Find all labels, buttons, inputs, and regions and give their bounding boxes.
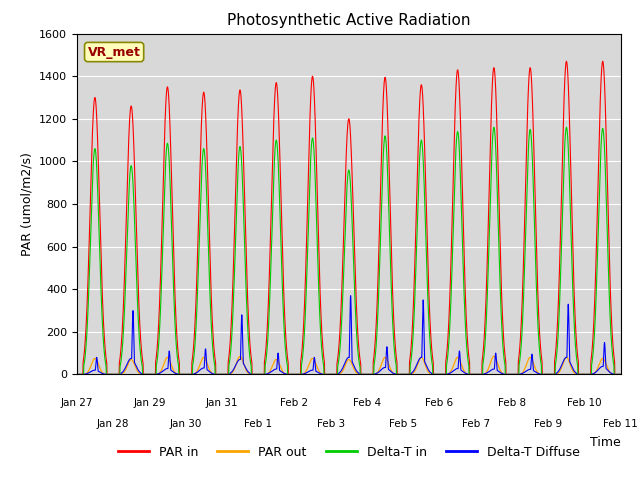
Delta-T in (205, 259, 212, 265)
Delta-T in (202, 176, 210, 181)
Title: Photosynthetic Active Radiation: Photosynthetic Active Radiation (227, 13, 470, 28)
Line: Delta-T Diffuse: Delta-T Diffuse (77, 296, 621, 374)
Text: Feb 9: Feb 9 (534, 419, 563, 429)
Text: Feb 4: Feb 4 (353, 398, 381, 408)
Delta-T in (199, 148, 207, 154)
PAR in (278, 227, 285, 233)
PAR out (317, 370, 324, 376)
PAR out (617, 372, 625, 377)
PAR out (205, 365, 212, 371)
Text: Feb 5: Feb 5 (389, 419, 417, 429)
Delta-T Diffuse (205, 368, 212, 374)
PAR in (617, 372, 625, 377)
Line: Delta-T in: Delta-T in (77, 127, 621, 374)
PAR out (278, 367, 286, 373)
Delta-T in (73, 372, 81, 377)
Text: Jan 30: Jan 30 (170, 419, 202, 429)
Delta-T in (612, 372, 620, 377)
PAR in (317, 302, 324, 308)
PAR out (236, 353, 244, 359)
Line: PAR in: PAR in (77, 61, 621, 374)
Delta-T Diffuse (202, 350, 210, 356)
Text: Feb 2: Feb 2 (280, 398, 308, 408)
Text: Feb 8: Feb 8 (498, 398, 526, 408)
Delta-T Diffuse (73, 372, 81, 377)
Text: Feb 11: Feb 11 (604, 419, 638, 429)
Delta-T in (317, 329, 324, 335)
Text: Jan 27: Jan 27 (61, 398, 93, 408)
Delta-T in (490, 124, 498, 130)
PAR in (73, 372, 81, 377)
PAR out (612, 372, 620, 377)
Text: Jan 29: Jan 29 (133, 398, 166, 408)
Text: Jan 28: Jan 28 (97, 419, 129, 429)
Legend: PAR in, PAR out, Delta-T in, Delta-T Diffuse: PAR in, PAR out, Delta-T in, Delta-T Dif… (113, 441, 585, 464)
Delta-T in (617, 372, 625, 377)
Text: VR_met: VR_met (88, 46, 141, 59)
Delta-T Diffuse (199, 365, 207, 371)
PAR out (73, 372, 81, 377)
Y-axis label: PAR (umol/m2/s): PAR (umol/m2/s) (20, 152, 33, 256)
Text: Feb 10: Feb 10 (567, 398, 602, 408)
Delta-T Diffuse (278, 369, 285, 375)
Delta-T Diffuse (317, 371, 324, 376)
Line: PAR out: PAR out (77, 356, 621, 374)
Delta-T Diffuse (612, 372, 620, 377)
PAR in (327, 372, 335, 377)
PAR in (202, 121, 210, 127)
PAR in (612, 372, 620, 377)
PAR in (563, 59, 570, 64)
PAR out (202, 358, 210, 363)
Delta-T in (327, 372, 335, 377)
Text: Feb 1: Feb 1 (244, 419, 272, 429)
Text: Feb 7: Feb 7 (461, 419, 490, 429)
PAR in (199, 92, 207, 97)
Delta-T in (278, 269, 285, 275)
PAR in (205, 216, 212, 221)
Text: Time: Time (590, 436, 621, 449)
Delta-T Diffuse (347, 293, 355, 299)
Text: Feb 3: Feb 3 (317, 419, 345, 429)
Text: Feb 6: Feb 6 (426, 398, 454, 408)
PAR out (199, 355, 207, 360)
Delta-T Diffuse (617, 372, 625, 377)
Text: Jan 31: Jan 31 (205, 398, 238, 408)
